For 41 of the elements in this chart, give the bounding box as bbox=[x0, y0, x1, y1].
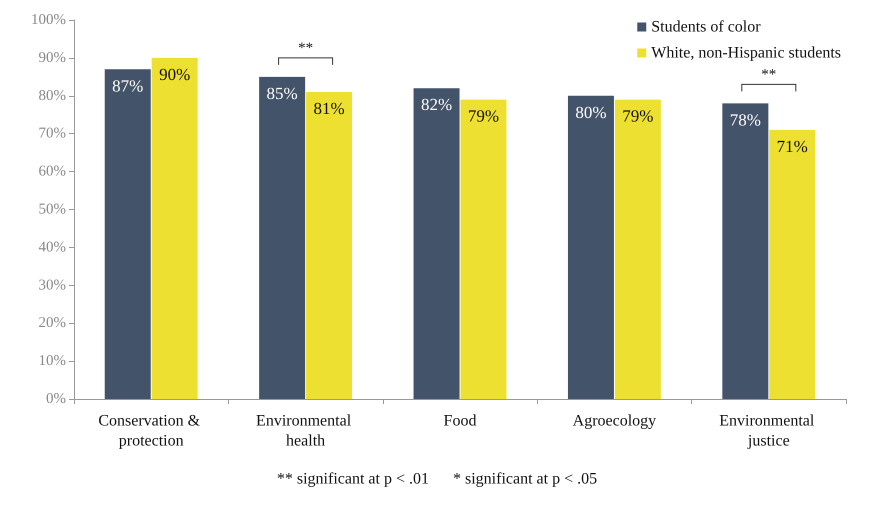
x-tick-label: Food bbox=[444, 412, 476, 430]
legend-label: White, non-Hispanic students bbox=[651, 44, 842, 62]
y-tick-label: 10% bbox=[38, 353, 66, 370]
x-tick-label: Conservation & protection bbox=[98, 412, 204, 450]
y-tick-label: 80% bbox=[38, 88, 66, 104]
data-label: 71% bbox=[776, 136, 808, 156]
bar bbox=[460, 100, 506, 399]
text: ** significant at p < .01 * significant at p < .05 bbox=[276, 470, 598, 488]
data-label: 87% bbox=[112, 76, 144, 96]
bar bbox=[614, 100, 661, 399]
annotation: ** bbox=[298, 40, 314, 56]
bar bbox=[259, 76, 306, 399]
annotation: ** bbox=[761, 66, 776, 83]
y-tick-label: 30% bbox=[38, 277, 66, 294]
data-label: 85% bbox=[266, 84, 298, 103]
bar bbox=[152, 58, 198, 399]
x-tick-label: Environmental justice bbox=[719, 412, 818, 450]
bar bbox=[769, 130, 816, 399]
y-tick-label: 40% bbox=[38, 239, 66, 256]
bar bbox=[722, 103, 768, 399]
y-tick-label: 100% bbox=[31, 12, 66, 28]
data-label: 79% bbox=[468, 106, 500, 126]
bar bbox=[306, 92, 352, 399]
y-tick-label: 60% bbox=[38, 164, 66, 180]
y-tick-label: 50% bbox=[38, 202, 66, 218]
data-label: 81% bbox=[313, 99, 345, 118]
x-tick-label: Agroecology bbox=[572, 412, 656, 430]
y-tick-label: 70% bbox=[38, 126, 66, 142]
data-label: 82% bbox=[420, 95, 452, 114]
bar bbox=[104, 69, 151, 399]
y-tick-label: 20% bbox=[38, 315, 66, 332]
bar bbox=[568, 96, 614, 399]
y-tick-label: 90% bbox=[38, 50, 66, 66]
bar bbox=[414, 88, 460, 399]
data-label: 90% bbox=[159, 64, 190, 84]
x-tick-label: Environmental health bbox=[256, 412, 356, 450]
legend-label: Students of color bbox=[651, 18, 762, 36]
data-label: 78% bbox=[730, 110, 761, 130]
data-label: 79% bbox=[622, 106, 654, 126]
data-label: 80% bbox=[575, 102, 607, 122]
y-tick-label: 0% bbox=[46, 391, 66, 407]
